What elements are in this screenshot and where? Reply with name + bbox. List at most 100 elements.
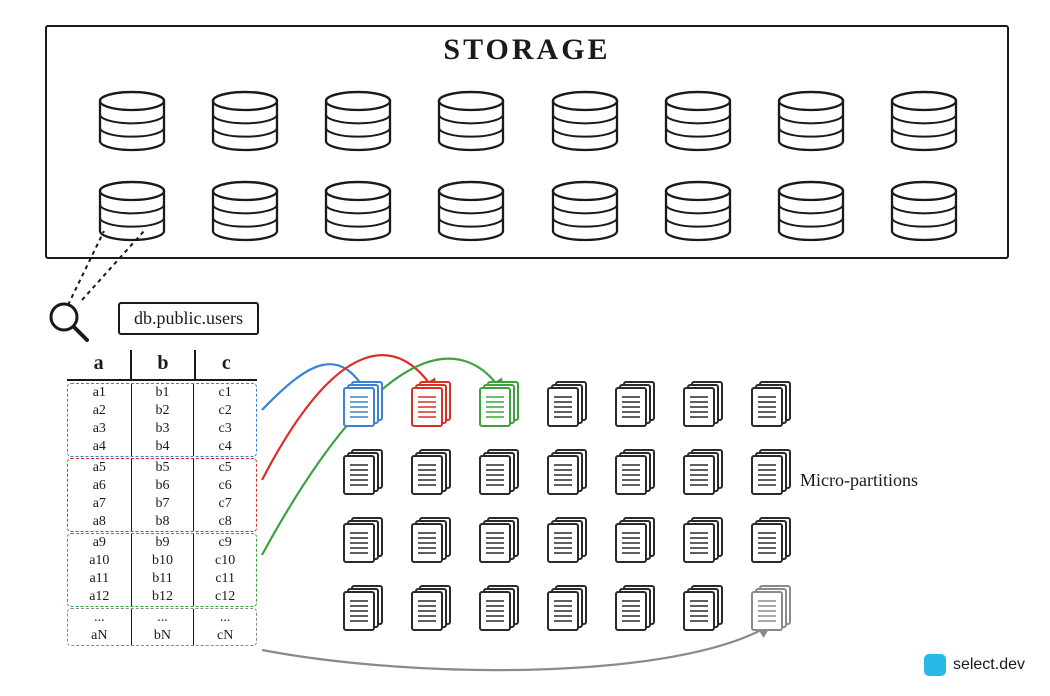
table-row: a7b7c7 — [68, 495, 256, 513]
micropartition-icon — [340, 380, 396, 436]
table-cell: b6 — [131, 477, 194, 495]
table-cell: b7 — [131, 495, 194, 513]
micropartition-icon — [748, 584, 804, 640]
micropartition-icon — [748, 516, 804, 572]
micropartition-icon — [544, 584, 600, 640]
table-cell: cN — [193, 627, 256, 645]
table-column-header: a — [67, 350, 130, 379]
table-cell: b9 — [131, 534, 194, 552]
micropartitions-label: Micro-partitions — [800, 470, 918, 491]
table-cell: c7 — [193, 495, 256, 513]
storage-cylinder-icon — [436, 180, 549, 242]
table-cell: b5 — [131, 459, 194, 477]
table-row: a8b8c8 — [68, 513, 256, 531]
storage-cylinder-icon — [889, 180, 1002, 242]
table-cell: a11 — [68, 570, 131, 588]
table-cell: a9 — [68, 534, 131, 552]
table-cell: c12 — [193, 588, 256, 606]
table-cell: b1 — [131, 384, 194, 402]
table-row: a3b3c3 — [68, 420, 256, 438]
table-cell: a2 — [68, 402, 131, 420]
micropartition-icon — [680, 380, 736, 436]
micropartition-icon — [748, 448, 804, 504]
micropartition-icon — [544, 380, 600, 436]
micropartition-icon — [408, 448, 464, 504]
table-cell: c3 — [193, 420, 256, 438]
storage-cylinder-icon — [776, 180, 889, 242]
table-name-text: db.public.users — [134, 308, 243, 328]
table-cell: a3 — [68, 420, 131, 438]
table-row: a5b5c5 — [68, 459, 256, 477]
storage-box: STORAGE — [45, 25, 1009, 259]
table-header: abc — [67, 350, 257, 379]
table-cell: b10 — [131, 552, 194, 570]
table-cell: c11 — [193, 570, 256, 588]
table-row-group: .........aNbNcN — [67, 608, 257, 646]
table-cell: aN — [68, 627, 131, 645]
micropartition-icon — [408, 584, 464, 640]
micropartition-icon — [612, 584, 668, 640]
table-column-header: b — [130, 350, 193, 379]
micropartition-icon — [476, 516, 532, 572]
table-row: a2b2c2 — [68, 402, 256, 420]
table-row: a9b9c9 — [68, 534, 256, 552]
storage-cylinder-icon — [889, 90, 1002, 152]
cylinder-grid — [97, 81, 1002, 251]
table-row: a10b10c10 — [68, 552, 256, 570]
table-cell: ... — [131, 609, 194, 627]
table-row-group: a5b5c5a6b6c6a7b7c7a8b8c8 — [67, 458, 257, 532]
table-cell: ... — [193, 609, 256, 627]
micropartition-icon — [612, 380, 668, 436]
table-row: ......... — [68, 609, 256, 627]
table-cell: a12 — [68, 588, 131, 606]
table-cell: a4 — [68, 438, 131, 456]
storage-cylinder-icon — [210, 180, 323, 242]
table-cell: a10 — [68, 552, 131, 570]
table-cell: c6 — [193, 477, 256, 495]
table-row: a1b1c1 — [68, 384, 256, 402]
table-cell: b3 — [131, 420, 194, 438]
table-cell: c10 — [193, 552, 256, 570]
storage-cylinder-icon — [776, 90, 889, 152]
table-cell: c2 — [193, 402, 256, 420]
table-cell: a7 — [68, 495, 131, 513]
micropartition-icon — [612, 448, 668, 504]
table-cell: bN — [131, 627, 194, 645]
storage-cylinder-icon — [323, 90, 436, 152]
table-cell: b4 — [131, 438, 194, 456]
micropartition-icon — [476, 584, 532, 640]
micropartition-icon — [476, 448, 532, 504]
table-row: a12b12c12 — [68, 588, 256, 606]
table-cell: a5 — [68, 459, 131, 477]
storage-cylinder-icon — [550, 90, 663, 152]
table-row: aNbNcN — [68, 627, 256, 645]
table-column-header: c — [194, 350, 257, 379]
micropartition-icon — [680, 448, 736, 504]
table-cell: c1 — [193, 384, 256, 402]
micropartition-icon — [476, 380, 532, 436]
micropartition-icon — [340, 516, 396, 572]
storage-cylinder-icon — [550, 180, 663, 242]
table-cell: ... — [68, 609, 131, 627]
table-row-group: a9b9c9a10b10c10a11b11c11a12b12c12 — [67, 533, 257, 607]
table-row: a4b4c4 — [68, 438, 256, 456]
attribution-text: select.dev — [953, 656, 1025, 674]
micropartition-icon — [680, 516, 736, 572]
micropartition-icon — [544, 448, 600, 504]
table-cell: c4 — [193, 438, 256, 456]
table-cell: c5 — [193, 459, 256, 477]
storage-cylinder-icon — [663, 90, 776, 152]
table-row-group: a1b1c1a2b2c2a3b3c3a4b4c4 — [67, 383, 257, 457]
table-name-box: db.public.users — [118, 302, 259, 335]
table-cell: a8 — [68, 513, 131, 531]
storage-cylinder-icon — [97, 180, 210, 242]
micropartition-icon — [680, 584, 736, 640]
data-table: abc a1b1c1a2b2c2a3b3c3a4b4c4a5b5c5a6b6c6… — [67, 350, 257, 647]
micropartition-icon — [612, 516, 668, 572]
micropartition-icon — [408, 380, 464, 436]
storage-cylinder-icon — [663, 180, 776, 242]
table-cell: c9 — [193, 534, 256, 552]
storage-title: STORAGE — [47, 33, 1007, 67]
micropartition-icon — [340, 448, 396, 504]
table-row: a6b6c6 — [68, 477, 256, 495]
